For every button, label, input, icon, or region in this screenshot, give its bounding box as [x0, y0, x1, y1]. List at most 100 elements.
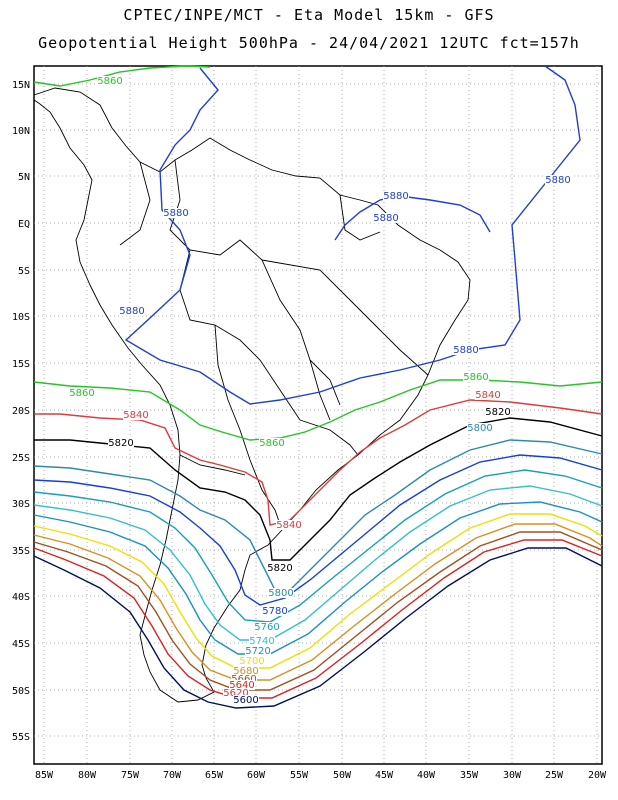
lon-tick-label: 35W — [460, 770, 479, 781]
contour-label: 5880 — [119, 306, 144, 317]
graticule — [34, 66, 602, 764]
contour-5680 — [33, 523, 603, 681]
contour-label-bg — [119, 306, 145, 316]
lon-tick-label: 25W — [545, 770, 564, 781]
coastline — [33, 87, 471, 703]
contour-label: 5780 — [262, 606, 287, 617]
lat-tick-label: 10S — [12, 312, 30, 323]
lon-tick-label: 65W — [205, 770, 224, 781]
contour-label: 5740 — [249, 636, 274, 647]
contour-label-bg — [485, 407, 511, 417]
contour-label-bg — [231, 674, 257, 684]
lat-labels: 15N 10N 5N EQ 5S 10S 15S 20S 25S 30S 35S 40S 45S 50S 5… — [12, 80, 30, 743]
contour-label-bg — [545, 175, 571, 185]
lat-tick-label: 50S — [12, 686, 30, 697]
lon-tick-label: 50W — [333, 770, 352, 781]
contour-label: 5600 — [233, 695, 258, 706]
contour-label-bg — [97, 76, 123, 86]
contour-label-bg — [268, 588, 294, 598]
lon-tick-label: 75W — [121, 770, 140, 781]
contour-5820 — [34, 417, 603, 561]
contour-label-bg — [69, 388, 95, 398]
contour-label: 5700 — [239, 656, 264, 667]
lon-tick-label: 80W — [78, 770, 97, 781]
lat-tick-label: EQ — [18, 219, 30, 230]
contour-label: 5800 — [467, 423, 492, 434]
contour-label: 5620 — [223, 688, 248, 699]
contour-label-bg — [239, 656, 265, 666]
contour-5860-north — [33, 65, 211, 87]
contour-label: 5860 — [69, 388, 94, 399]
contour-label-bg — [267, 563, 293, 573]
lon-tick-label: 20W — [588, 770, 607, 781]
lon-tick-label: 55W — [290, 770, 309, 781]
contour-label: 5760 — [254, 622, 279, 633]
lat-tick-label: 5N — [18, 172, 30, 183]
contour-label-bg — [453, 345, 479, 355]
contour-label: 5680 — [233, 666, 258, 677]
lat-tick-label: 40S — [12, 592, 30, 603]
contour-label: 5800 — [268, 588, 293, 599]
contour-5700 — [33, 513, 603, 669]
lon-labels: 85W 80W 75W 70W 65W 60W 55W 50W 45W 40W 35W 30W 25W 2… — [35, 770, 607, 781]
contour-label: 5840 — [475, 390, 500, 401]
contour-5800 — [33, 439, 603, 591]
contour-label-bg — [229, 680, 255, 690]
contour-5660 — [33, 531, 603, 691]
contour-label-bg — [463, 372, 489, 382]
contour-label: 5880 — [373, 213, 398, 224]
lat-tick-label: 35S — [12, 546, 30, 557]
contour-label: 5880 — [545, 175, 570, 186]
contour-label-bg — [223, 688, 249, 698]
contour-label: 5820 — [485, 407, 510, 418]
contour-label-bg — [259, 438, 285, 448]
contour-label-bg — [233, 695, 259, 705]
lon-tick-label: 70W — [163, 770, 182, 781]
contour-label: 5720 — [245, 646, 270, 657]
contour-5720 — [33, 501, 603, 655]
lat-tick-label: 20S — [12, 406, 30, 417]
contour-label-bg — [276, 520, 302, 530]
map-frame — [33, 65, 603, 765]
lon-tick-label: 30W — [503, 770, 522, 781]
contour-label: 5860 — [463, 372, 488, 383]
contour-label-bg — [262, 606, 288, 616]
lat-tick-label: 15S — [12, 359, 30, 370]
contour-label-bg — [254, 622, 280, 632]
contour-label: 5880 — [163, 208, 188, 219]
lat-tick-label: 25S — [12, 453, 30, 464]
contour-label: 5640 — [229, 680, 254, 691]
lon-tick-label: 40W — [417, 770, 436, 781]
contour-label: 5860 — [259, 438, 284, 449]
contour-label: 5820 — [267, 563, 292, 574]
contour-5780 — [33, 454, 603, 606]
contour-label-bg — [233, 666, 259, 676]
lon-tick-label: 60W — [247, 770, 266, 781]
contour-label-bg — [475, 390, 501, 400]
contour-label: 5820 — [108, 438, 133, 449]
contour-label: 5860 — [97, 76, 122, 87]
contour-label-bg — [383, 191, 409, 201]
contour-label-bg — [108, 438, 134, 448]
map-title: CPTEC/INPE/MCT - Eta Model 15km - GFS — [123, 6, 495, 24]
contour-5600 — [33, 547, 603, 709]
contour-label-bg — [245, 646, 271, 656]
contour-labels: 5880588058805880588058805880586058605860… — [69, 76, 571, 706]
lat-tick-label: 30S — [12, 499, 30, 510]
contour-label-bg — [163, 208, 189, 218]
lat-tick-label: 55S — [12, 732, 30, 743]
lon-tick-label: 85W — [35, 770, 54, 781]
contour-label: 5880 — [453, 345, 478, 356]
lat-tick-label: 10N — [12, 126, 30, 137]
contour-5880-tropics — [124, 65, 581, 405]
lat-tick-label: 5S — [18, 266, 30, 277]
contour-label-bg — [373, 213, 399, 223]
contour-label-bg — [123, 410, 149, 420]
contour-label: 5880 — [383, 191, 408, 202]
lat-tick-label: 15N — [12, 80, 30, 91]
contour-5740 — [33, 485, 603, 641]
contour-label: 5660 — [231, 674, 256, 685]
map-subtitle: Geopotential Height 500hPa - 24/04/2021 … — [38, 34, 580, 52]
contour-label: 5840 — [123, 410, 148, 421]
